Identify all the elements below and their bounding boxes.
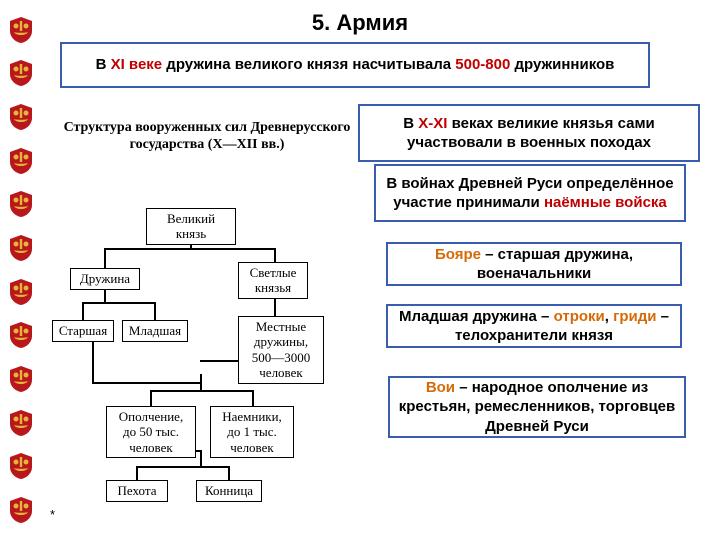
diagram-node: Конница <box>196 480 262 502</box>
page-title: 5. Армия <box>0 10 720 36</box>
emblem-icon <box>6 189 36 219</box>
emblem-icon <box>6 320 36 350</box>
emblem-icon <box>6 495 36 525</box>
box4: Бояре – старшая дружина, военачальники <box>386 242 682 286</box>
emblem-strip <box>0 0 42 540</box>
emblem-icon <box>6 364 36 394</box>
diagram-title: Структура вооруженных сил Древнерусского… <box>52 120 362 154</box>
emblem-icon <box>6 233 36 263</box>
structure-diagram: Структура вооруженных сил Древнерусского… <box>52 120 362 510</box>
diagram-node: Местные дружины, 500—3000 человек <box>238 316 324 384</box>
diagram-body: Великий князь Дружина Светлые князья Старша… <box>52 160 362 510</box>
diagram-node: Ополчение, до 50 тыс. человек <box>106 406 196 459</box>
diagram-node: Светлые князья <box>238 262 308 299</box>
emblem-icon <box>6 146 36 176</box>
emblem-icon <box>6 58 36 88</box>
emblem-icon <box>6 277 36 307</box>
footnote-asterisk: * <box>50 507 55 522</box>
diagram-node: Младшая <box>122 320 188 342</box>
box2: В X-XI веках великие князья самиучаствов… <box>358 104 700 162</box>
box3: В войнах Древней Руси определённое участ… <box>374 164 686 222</box>
emblem-icon <box>6 451 36 481</box>
diagram-node: Дружина <box>70 268 140 290</box>
box5: Младшая дружина – отроки, гриди – телохр… <box>386 304 682 348</box>
box1: В XI веке дружина великого князя насчиты… <box>60 42 650 88</box>
emblem-icon <box>6 408 36 438</box>
diagram-node: Наемники, до 1 тыс. человек <box>210 406 294 459</box>
diagram-node: Старшая <box>52 320 114 342</box>
box6: Вои – народное ополчение из крестьян, ре… <box>388 376 686 438</box>
emblem-icon <box>6 102 36 132</box>
diagram-node: Великий князь <box>146 208 236 245</box>
diagram-node: Пехота <box>106 480 168 502</box>
